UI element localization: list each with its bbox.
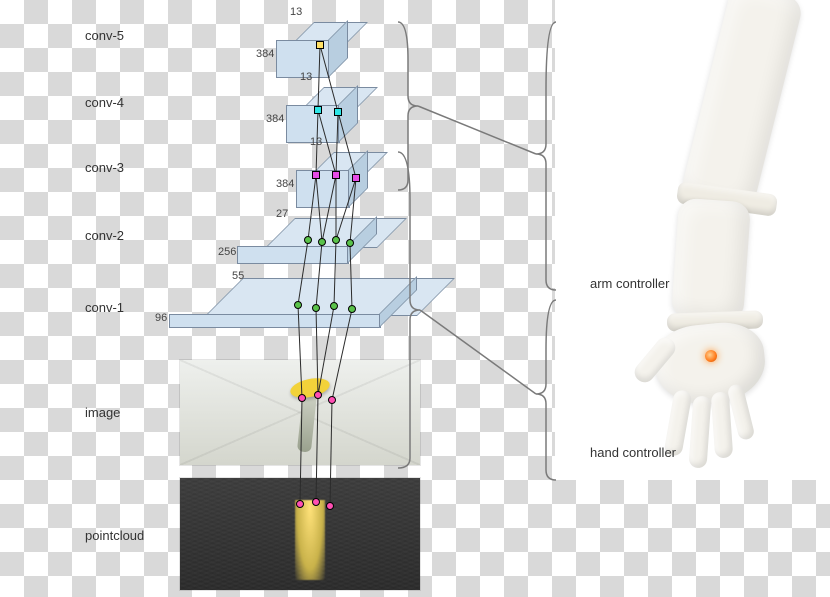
- marker-conv3: [312, 171, 320, 179]
- marker-conv1: [312, 304, 320, 312]
- marker-conv4: [334, 108, 342, 116]
- marker-conv4: [314, 106, 322, 114]
- marker-pointcloud: [296, 500, 304, 508]
- marker-image: [298, 394, 306, 402]
- braces-svg: [0, 0, 830, 597]
- diagram-stage: conv-5 conv-4 conv-3 conv-2 conv-1 image…: [0, 0, 830, 597]
- marker-pointcloud: [312, 498, 320, 506]
- marker-conv1: [348, 305, 356, 313]
- marker-conv2: [332, 236, 340, 244]
- marker-image: [314, 391, 322, 399]
- marker-conv1: [294, 301, 302, 309]
- marker-conv5: [316, 41, 324, 49]
- marker-conv2: [304, 236, 312, 244]
- marker-pointcloud: [326, 502, 334, 510]
- marker-conv3: [332, 171, 340, 179]
- marker-conv2: [318, 238, 326, 246]
- marker-conv1: [330, 302, 338, 310]
- marker-conv2: [346, 239, 354, 247]
- marker-conv3: [352, 174, 360, 182]
- marker-image: [328, 396, 336, 404]
